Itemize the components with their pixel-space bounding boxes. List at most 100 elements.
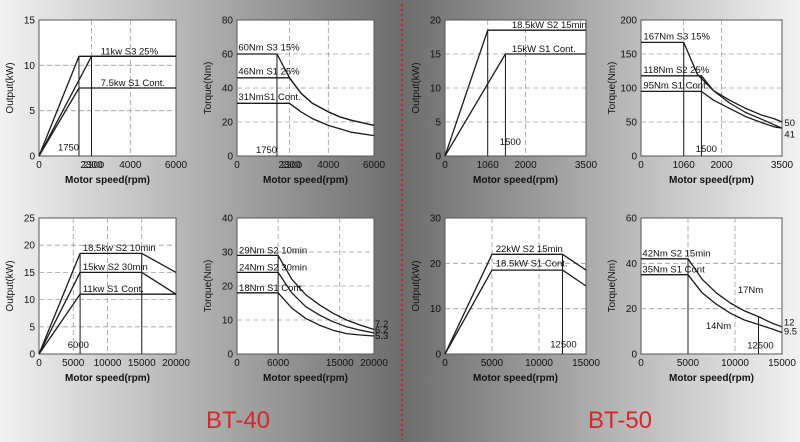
y-tick-label: 60 [626,214,638,225]
chart-bt40-output-top: 0 2300 4000 6000 0 5 10 15 Motor speed(rpm) Outpu… [5,16,188,187]
series-line-2 [237,77,375,127]
x-tick-label: 1060 [477,160,500,171]
y-tick-label: 15 [430,50,442,61]
y-tick-label: 40 [222,84,234,95]
y-tick-label: 5 [29,322,35,333]
series-line-1 [641,41,783,123]
x-tick-label: 4000 [317,160,340,171]
y-axis-label: Torque(Nm) [607,62,618,115]
annotation: 41 [784,130,795,141]
annotation: 50 [784,118,795,129]
series-line-2 [38,271,177,355]
series-line-2 [444,53,586,157]
x-tick-label: 0 [638,358,644,369]
y-axis-label: Torque(Nm) [607,260,618,313]
x-tick-label: 20000 [162,358,190,369]
x-tick-label: 15000 [768,358,796,369]
x-axis-label: Motor speed(rpm) [263,373,348,384]
annotation: 1500 [696,144,717,155]
chart-bt50-torque-bottom: 0 5000 10000 15000 0 20 40 60 Motor speed(rpm) To… [607,214,797,385]
y-tick-label: 100 [620,84,637,95]
y-tick-label: 10 [24,295,36,306]
bt50-label: BT-50 [588,407,652,434]
x-axis-label: Motor speed(rpm) [669,175,754,186]
series-line-2 [237,271,375,334]
x-tick-label: 0 [442,160,448,171]
y-tick-label: 20 [430,16,442,27]
x-tick-label: 5000 [677,358,700,369]
annotation: 12500 [747,340,773,351]
x-tick-label: 15000 [128,358,156,369]
annotation: 1750 [58,143,79,154]
y-tick-label: 20 [626,304,638,315]
series-line-1 [237,254,375,331]
x-tick-label: 2300 [80,160,103,171]
chart-bt40-torque-top: 0 2300 4000 6000 0 20 40 60 80 Motor speed(rpm) To… [203,16,386,187]
x-axis-label: Motor speed(rpm) [263,175,348,186]
annotation: 24Nm S2 30min [239,263,307,274]
plot-area [444,217,587,355]
y-tick-label: 5 [435,118,441,129]
annotation: 46Nm S1 25% [238,66,300,77]
annotation: 18.5kw S2 10min [83,243,156,254]
y-tick-label: 60 [222,50,234,61]
y-axis-label: Output(kW) [411,260,422,311]
chart-bt50-torque-top: 0 1060 2000 3500 0 50 100 150 200 Motor speed(rpm… [607,16,795,187]
chart-bt50-output-top: 0 1060 2000 3500 0 5 10 15 20 Motor speed(rpm) Out… [411,16,598,187]
x-axis-label: Motor speed(rpm) [473,373,558,384]
annotation: 35Nm S1 Cont [642,264,705,275]
annotation: 15kw S2 30min [83,262,148,273]
plot-area [444,19,587,157]
chart-bt50-output-bottom: 0 5000 10000 15000 0 10 20 30 Motor speed(rpm) Ou… [411,214,600,385]
x-axis-label: Motor speed(rpm) [669,373,754,384]
y-tick-label: 10 [430,304,442,315]
y-tick-label: 0 [227,152,233,163]
y-tick-label: 5 [29,106,35,117]
annotation: 6000 [68,340,89,351]
y-tick-label: 30 [222,248,234,259]
x-tick-label: 6000 [363,160,386,171]
annotation: 42Nm S2 15min [642,249,710,260]
x-tick-label: 10000 [721,358,749,369]
annotation: 95Nm S1 Cont. [643,81,708,92]
annotation: 7.2 [375,319,388,330]
y-tick-label: 80 [222,16,234,27]
series-line-1 [641,258,783,328]
x-tick-label: 0 [442,358,448,369]
series-line-3 [38,293,176,355]
series-line-3 [237,102,375,137]
x-tick-label: 0 [36,358,42,369]
annotation: 12500 [550,340,576,351]
x-tick-label: 2000 [514,160,537,171]
x-tick-label: 0 [234,160,240,171]
annotation: 7.5kw S1 Cont. [101,78,165,89]
x-tick-label: 15000 [572,358,600,369]
x-tick-label: 5000 [481,358,504,369]
annotation: 12 [784,318,795,329]
annotation: 18.5kW S1 Cont. [496,259,568,270]
x-tick-label: 4000 [119,160,142,171]
x-axis-label: Motor speed(rpm) [65,373,150,384]
annotation: 22kW S2 15min [496,244,563,255]
y-tick-label: 200 [620,16,637,27]
series-line-1 [38,87,176,157]
y-tick-label: 15 [24,16,36,27]
y-tick-label: 20 [430,259,442,270]
x-tick-label: 6000 [267,358,290,369]
x-tick-label: 3500 [575,160,598,171]
y-tick-label: 40 [222,214,234,225]
x-tick-label: 10000 [525,358,553,369]
series-line-3 [38,55,176,157]
x-tick-label: 2000 [710,160,733,171]
annotation: 2300 [83,160,104,171]
annotation: 11kw S1 Cont. [83,284,144,295]
annotation: 167Nm S3 15% [643,32,710,43]
series-line-2 [641,274,783,334]
x-tick-label: 10000 [94,358,122,369]
series-line-2 [444,269,587,355]
annotation: 6.2 [375,325,388,336]
annotation: 31NmS1 Cont. [238,92,300,103]
y-tick-label: 0 [631,350,637,361]
bt40-label: BT-40 [206,407,270,434]
